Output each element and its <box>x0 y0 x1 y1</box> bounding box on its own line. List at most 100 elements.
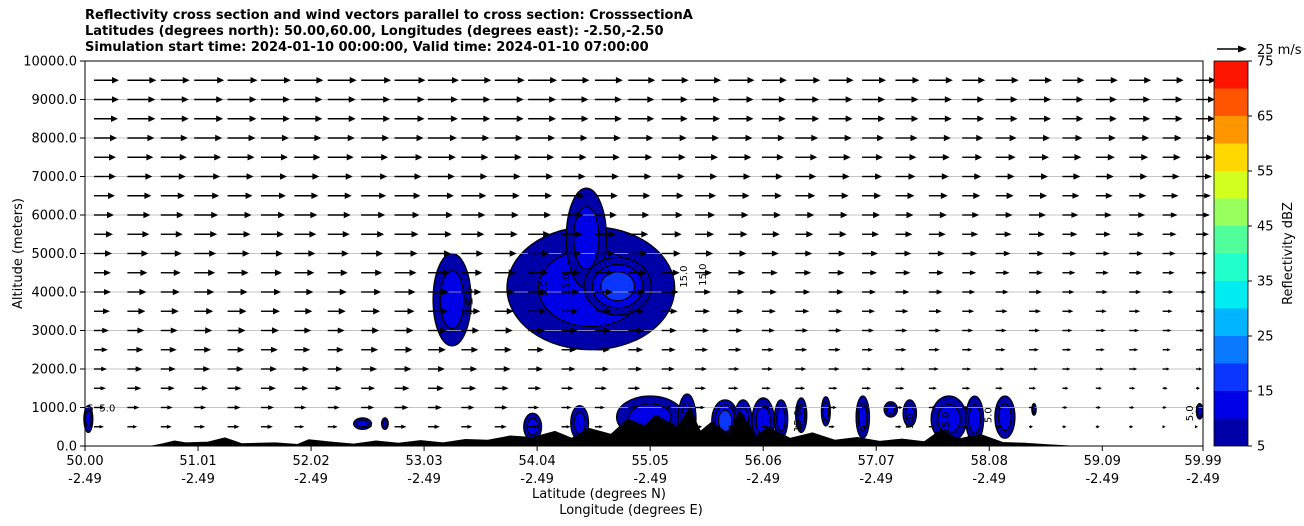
x-tick-label-lat: 59.09 <box>1084 454 1121 469</box>
wind-vector-head <box>143 211 151 219</box>
wind-vector-head <box>418 77 426 84</box>
quiver-key: 25 m/s <box>1217 43 1302 58</box>
wind-vector-head <box>304 327 312 334</box>
wind-vector-head <box>977 115 985 122</box>
wind-vector-head <box>806 231 814 238</box>
wind-vector-head <box>702 347 709 353</box>
wind-vector-head <box>1133 367 1138 371</box>
wind-vector-head <box>271 327 279 334</box>
wind-vector-head <box>670 308 678 315</box>
wind-vector-head <box>574 250 582 257</box>
colorbar-segment <box>1214 391 1248 419</box>
wind-vector-head <box>1067 348 1072 352</box>
wind-vector-head <box>676 192 684 199</box>
wind-vector-head <box>835 347 841 352</box>
wind-vector-head <box>638 288 646 296</box>
wind-vector-head <box>568 386 574 391</box>
wind-vector-head <box>808 192 816 199</box>
wind-vector-head <box>968 328 974 333</box>
wind-vector-head <box>1174 134 1182 142</box>
wind-vector-head <box>706 250 714 257</box>
wind-vector-head <box>445 211 453 219</box>
wind-vector-head <box>1077 77 1085 84</box>
wind-vector-head <box>603 327 611 334</box>
wind-vector-head <box>300 405 307 410</box>
wind-vector-head <box>934 347 940 352</box>
wind-vector-head <box>581 115 589 122</box>
wind-vector-head <box>711 154 719 161</box>
wind-vector-head <box>1104 212 1112 218</box>
wind-vector-head <box>439 327 447 334</box>
reflectivity-cell-20-level-10 <box>937 404 961 435</box>
wind-vector-head <box>1037 250 1045 257</box>
wind-vector-head <box>282 115 290 122</box>
wind-vector-head <box>451 77 459 84</box>
wind-vector-head <box>348 96 356 103</box>
wind-vector-head <box>1140 173 1148 180</box>
wind-vector-head <box>203 366 211 372</box>
wind-vector-head <box>449 134 457 142</box>
wind-vector-head <box>800 386 806 391</box>
wind-vector-head <box>379 192 387 199</box>
wind-vector-head <box>643 192 651 199</box>
wind-vector-head <box>1105 192 1113 199</box>
wind-vector-head <box>539 308 547 315</box>
wind-vector-head <box>602 366 609 372</box>
wind-vector-head <box>867 367 873 371</box>
contour-label: 5.0 <box>1185 405 1196 421</box>
wind-vector-head <box>935 308 942 314</box>
wind-vector-head <box>169 366 176 372</box>
wind-vector-head <box>1172 173 1180 180</box>
wind-vector-head <box>1011 77 1019 84</box>
x-tick-label-lon: -2.49 <box>746 472 780 487</box>
wind-vector-head <box>767 367 773 371</box>
wind-vector-head <box>515 134 523 142</box>
reflectivity-cell-19-level-10 <box>904 404 915 423</box>
wind-vector-head <box>804 269 812 276</box>
wind-vector-head <box>1043 134 1051 142</box>
quiver-key-label: 25 m/s <box>1257 43 1302 58</box>
wind-vector-head <box>1195 425 1198 429</box>
x-tick-label-lon: -2.49 <box>1186 472 1220 487</box>
wind-vector-head <box>839 231 847 238</box>
wind-vector-head <box>1010 96 1018 103</box>
wind-vector-head <box>599 425 603 429</box>
wind-vector-head <box>940 192 948 199</box>
wind-vector-head <box>770 269 778 276</box>
wind-vector-head <box>477 231 485 238</box>
wind-vector-head <box>1034 347 1040 352</box>
wind-vector-head <box>135 366 143 372</box>
wind-vector-head <box>1036 289 1043 295</box>
colorbar-tick-label: 15 <box>1257 385 1274 400</box>
wind-vector-head <box>1096 425 1100 429</box>
wind-vector-head <box>1073 173 1081 180</box>
contour-label: 5.0 <box>99 403 115 414</box>
wind-vector-head <box>777 134 785 142</box>
wind-vector-head <box>747 77 755 84</box>
wind-vector-head <box>967 367 972 371</box>
wind-vector-head <box>342 231 350 238</box>
wind-vector-head <box>334 405 340 410</box>
wind-vector-head <box>1044 115 1052 122</box>
wind-vector-head <box>478 211 486 219</box>
wind-vector-head <box>207 288 215 296</box>
wind-vector-head <box>173 269 181 276</box>
wind-vector-head <box>768 347 774 352</box>
wind-vector-head <box>774 192 782 199</box>
wind-vector-head <box>1199 367 1202 371</box>
wind-vector-head <box>680 115 688 122</box>
wind-vector-head <box>807 211 815 219</box>
wind-vector-head <box>1131 405 1135 410</box>
wind-vector-head <box>572 288 580 296</box>
wind-vector-head <box>1066 367 1071 371</box>
wind-vector-head <box>569 366 576 372</box>
wind-vector-head <box>1101 328 1106 333</box>
wind-vector-head <box>1064 405 1068 410</box>
wind-vector-head <box>1107 154 1115 161</box>
wind-vector-head <box>813 77 821 84</box>
wind-vector-head <box>1102 270 1109 276</box>
wind-vector-head <box>600 405 605 410</box>
wind-vector-head <box>1170 231 1177 237</box>
wind-vector-head <box>1070 231 1078 237</box>
wind-vector-head <box>217 77 225 84</box>
